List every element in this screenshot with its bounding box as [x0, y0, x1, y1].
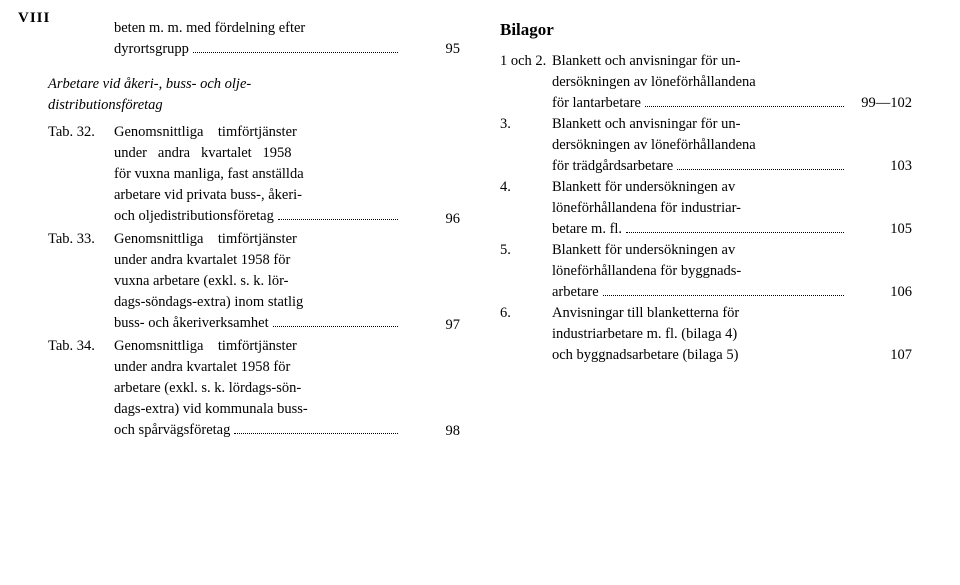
bilagor-entry-5: 5. Blankett för undersökningen av lönefö… [500, 240, 912, 303]
entry-label: Tab. 33. [48, 229, 114, 334]
leader-dots [273, 316, 398, 327]
entry-text: Genomsnittliga timförtjänster [114, 122, 402, 143]
entry-text: löneförhållandena för industriar- [552, 198, 848, 219]
entry-text: arbetare (exkl. s. k. lördags-sön- [114, 378, 402, 399]
right-column: Bilagor 1 och 2. Blankett och anvisninga… [500, 18, 912, 443]
entry-text: Genomsnittliga timförtjänster [114, 336, 402, 357]
entry-text: Blankett och anvisningar för un- [552, 114, 848, 135]
page-ref: 107 [848, 345, 912, 366]
entry-text: dags-söndags-extra) inom statlig [114, 292, 402, 313]
entry-label: 5. [500, 240, 552, 261]
leader-dots [193, 42, 398, 53]
page-content: beten m. m. med fördelning efter dyrorts… [0, 0, 960, 443]
bilagor-entry-3: 3. Blankett och anvisningar för un- ders… [500, 114, 912, 177]
entry-text: och oljedistributionsföretag [114, 206, 274, 227]
entry-text: under andra kvartalet 1958 [114, 143, 402, 164]
left-column: beten m. m. med fördelning efter dyrorts… [48, 18, 460, 443]
page-number: VIII [18, 10, 50, 27]
page-ref: 105 [848, 219, 912, 240]
entry-label: 6. [500, 303, 552, 324]
left-page-numbers: 95 96 97 98 [402, 18, 460, 443]
entry-label: Tab. 32. [48, 122, 114, 227]
entry-text: dyrortsgrupp [114, 39, 189, 60]
toc-entry-tab32: Tab. 32. Genomsnittliga timförtjänster u… [48, 122, 402, 227]
page-ref: 97 [402, 315, 460, 336]
entry-text: Blankett och anvisningar för un- [552, 51, 848, 72]
page-ref: 98 [402, 421, 460, 442]
leader-dots [603, 285, 844, 296]
bilagor-entry-6: 6. Anvisningar till blanketterna för ind… [500, 303, 912, 366]
page-ref: 96 [402, 209, 460, 230]
bilagor-heading: Bilagor [500, 18, 912, 43]
bilagor-entry-4: 4. Blankett för undersökningen av lönefö… [500, 177, 912, 240]
page-ref: 99—102 [848, 93, 912, 114]
bilagor-entry-1-2: 1 och 2. Blankett och anvisningar för un… [500, 51, 912, 114]
entry-text: betare m. fl. [552, 219, 622, 240]
entry-text: dersökningen av löneförhållandena [552, 135, 848, 156]
entry-label: 3. [500, 114, 552, 135]
entry-text: beten m. m. med fördelning efter [114, 18, 402, 39]
entry-label: Tab. 34. [48, 336, 114, 441]
page-ref: 103 [848, 156, 912, 177]
toc-entry-tab34: Tab. 34. Genomsnittliga timförtjänster u… [48, 336, 402, 441]
entry-text: för vuxna manliga, fast anställda [114, 164, 402, 185]
entry-text: Blankett för undersökningen av [552, 177, 848, 198]
leader-dots [234, 423, 398, 434]
entry-label: 1 och 2. [500, 51, 552, 72]
entry-text: vuxna arbetare (exkl. s. k. lör- [114, 271, 402, 292]
entry-text: Anvisningar till blanketterna för [552, 303, 848, 324]
toc-entry-tab33: Tab. 33. Genomsnittliga timförtjänster u… [48, 229, 402, 334]
page-ref: 95 [402, 39, 460, 60]
entry-text: och byggnadsarbetare (bilaga 5) [552, 345, 848, 366]
leader-dots [626, 222, 844, 233]
entry-continued: beten m. m. med fördelning efter dyrorts… [48, 18, 402, 60]
leader-dots [677, 159, 844, 170]
entry-text: för lantarbetare [552, 93, 641, 114]
entry-text: för trädgårdsarbetare [552, 156, 673, 177]
entry-text: dags-extra) vid kommunala buss- [114, 399, 402, 420]
leader-dots [278, 209, 398, 220]
entry-text: Blankett för undersökningen av [552, 240, 848, 261]
entry-text: industriarbetare m. fl. (bilaga 4) [552, 324, 848, 345]
leader-dots [645, 96, 844, 107]
entry-text: dersökningen av löneförhållandena [552, 72, 848, 93]
entry-text: Genomsnittliga timförtjänster [114, 229, 402, 250]
entry-text: löneförhållandena för byggnads- [552, 261, 848, 282]
section-heading: Arbetare vid åkeri-, buss- och olje- dis… [48, 74, 402, 116]
entry-text: arbetare vid privata buss-, åkeri- [114, 185, 402, 206]
entry-text: under andra kvartalet 1958 för [114, 250, 402, 271]
entry-label: 4. [500, 177, 552, 198]
entry-text: under andra kvartalet 1958 för [114, 357, 402, 378]
entry-text: och spårvägsföretag [114, 420, 230, 441]
entry-text: arbetare [552, 282, 599, 303]
entry-text: buss- och åkeriverksamhet [114, 313, 269, 334]
page-ref: 106 [848, 282, 912, 303]
